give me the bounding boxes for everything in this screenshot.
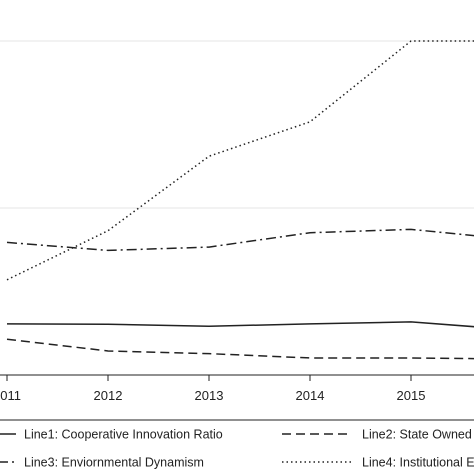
grid-lines — [0, 40, 474, 209]
legend: Line1: Cooperative Innovation Ratio Line2… — [0, 419, 474, 470]
x-tick-label: 2012 — [94, 388, 123, 403]
series-line-4 — [6, 40, 474, 281]
x-tick-label: 2011 — [0, 388, 21, 403]
series-group — [6, 40, 474, 360]
legend-label-4: Line4: Institutional Environment — [362, 456, 474, 470]
series-line-1 — [6, 321, 474, 328]
x-tick-label: 2015 — [397, 388, 426, 403]
series-line-3 — [6, 228, 474, 252]
x-tick-label: 2013 — [195, 388, 224, 403]
x-axis-ticks: 2011 2012 2013 2014 2015 — [0, 375, 425, 403]
x-tick-label: 2014 — [296, 388, 325, 403]
legend-label-2: Line2: State Owned Enterprise Ratio — [362, 428, 474, 442]
legend-label-1: Line1: Cooperative Innovation Ratio — [24, 428, 223, 442]
legend-label-3: Line3: Enviornmental Dynamism — [24, 456, 204, 470]
legend-box — [0, 419, 474, 421]
series-line-2 — [6, 338, 474, 360]
